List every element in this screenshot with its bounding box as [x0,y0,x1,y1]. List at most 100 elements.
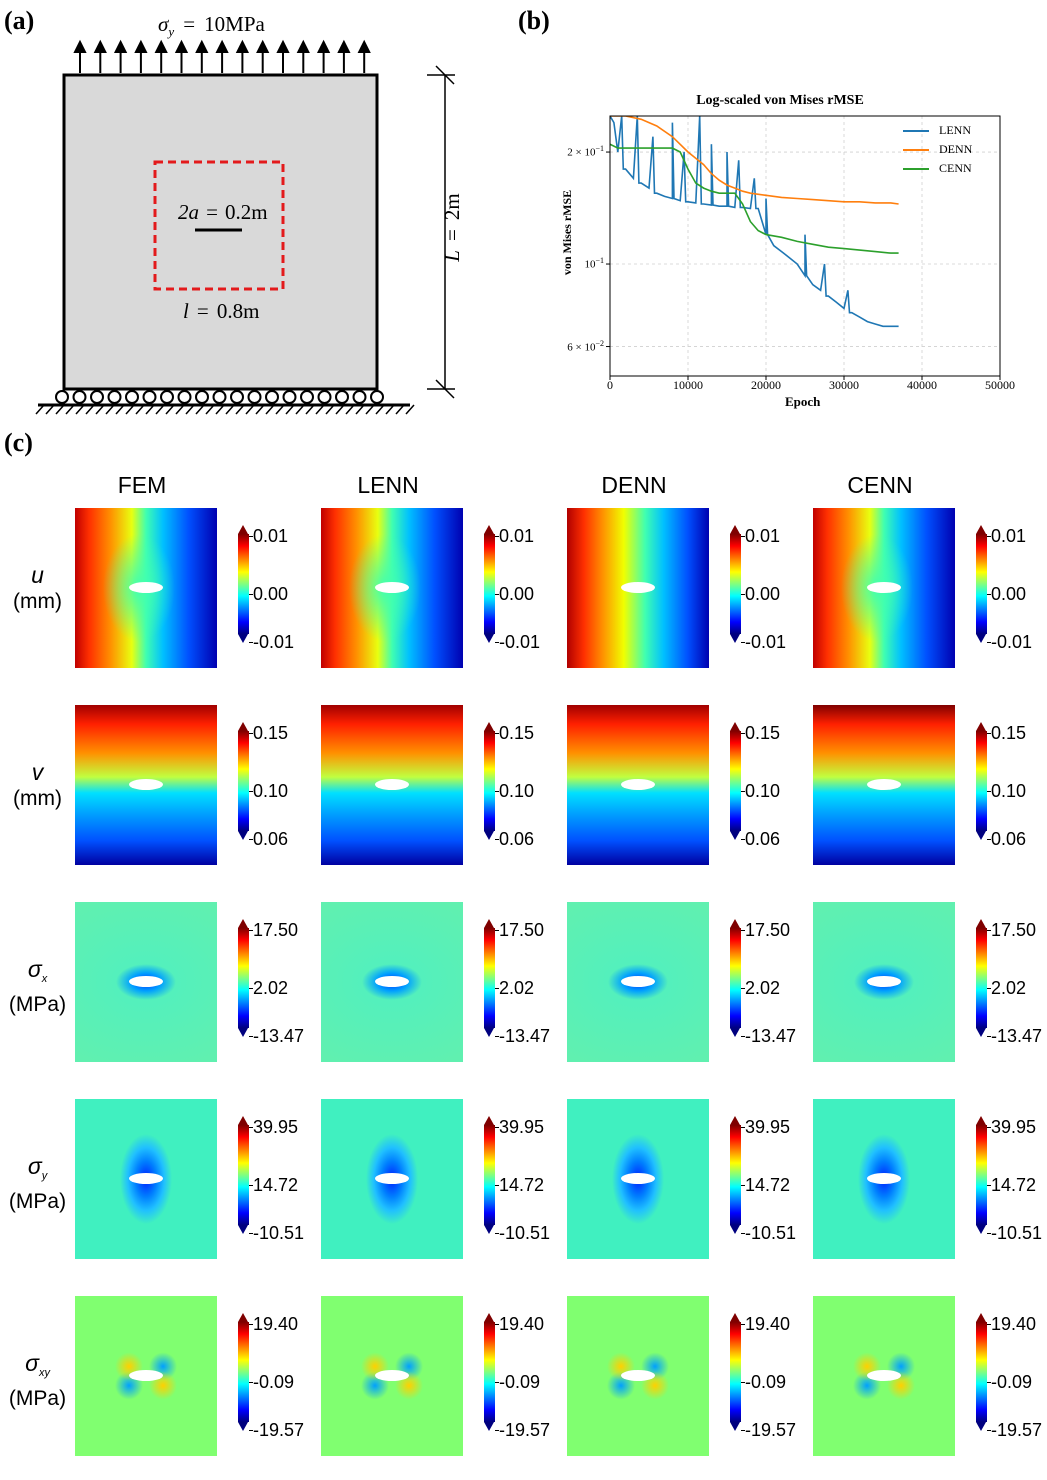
colorbar [484,1125,495,1225]
colorbar-extend-bottom [484,634,494,643]
colorbar-extend-top [730,525,740,534]
hatch-line [215,404,225,415]
crack-hole [375,976,409,987]
series-cenn [610,143,899,254]
colorbar-tick-label: 0.00 [745,584,781,604]
colorbar-extend-top [484,1116,494,1125]
series-line-lenn [610,116,899,328]
hatch-line [225,404,235,415]
colorbar-tick-mark [249,1430,253,1431]
colorbar-tick-label: 14.72 [745,1175,791,1195]
crack-hole [621,1173,655,1184]
crack-hole [375,779,409,790]
colorbar-tick-mark [741,642,745,643]
roller-circle [317,390,332,404]
colorbar-tick-mark [987,1185,991,1186]
colorbar-extend-bottom [484,1028,494,1037]
colorbar-tick-mark [495,1233,499,1234]
colorbar-tick-mark [987,1127,991,1128]
rmse-chart: Log-scaled von Mises rMSE von Mises rMSE… [525,85,1035,420]
colorbar-tick-mark [741,1324,745,1325]
colorbar-tick-label: -13.47 [991,1026,1043,1046]
colorbar-tick-mark [495,1127,499,1128]
hatch-line [185,404,195,415]
chart-x-label: Epoch [785,394,821,409]
row-label-sy: σy (MPa) [8,1153,67,1214]
roller-circle [55,390,69,404]
hatch-line [255,404,265,415]
colorbar-tick-label: 39.95 [253,1117,299,1137]
field-map-sy-fem [75,1099,217,1259]
field-map-sx-denn [567,902,709,1062]
column-header-fem: FEM [117,472,167,498]
colorbar-extend-bottom [976,1225,986,1234]
colorbar-tick-mark [741,1430,745,1431]
series-line-cenn [610,143,899,254]
colorbar [484,534,495,634]
field-map-v-lenn [321,705,463,865]
colorbar-tick-mark [741,1382,745,1383]
colorbar-extend-top [976,722,986,731]
colorbar-tick-label: -13.47 [745,1026,797,1046]
crack-hole [867,582,901,593]
colorbar-extend-bottom [730,634,740,643]
series-line-denn [610,116,899,205]
colorbar-tick-mark [741,1233,745,1234]
colorbar-extend-top [976,1313,986,1322]
colorbar-tick-label: -19.57 [991,1420,1043,1440]
colorbar-tick-label: 17.50 [253,920,299,940]
colorbar-tick-mark [249,988,253,989]
column-header-lenn: LENN [357,472,419,498]
colorbar [730,928,741,1028]
y-tick-label: 2 × 10−1 [567,144,604,159]
colorbar-tick-mark [987,988,991,989]
colorbar-tick-label: -0.09 [253,1372,295,1392]
hatch-line [125,404,135,415]
colorbar [730,1322,741,1422]
colorbar-extend-bottom [238,634,248,643]
colorbar-tick-mark [249,1382,253,1383]
field-map-sy-denn [567,1099,709,1259]
colorbar-extend-top [730,1313,740,1322]
colorbar-extend-top [730,1116,740,1125]
colorbar-tick-mark [249,733,253,734]
load-arrow-head [235,39,250,53]
colorbar-tick-label: 0.10 [499,781,535,801]
colorbar-tick-mark [987,1036,991,1037]
crack-hole [621,582,655,593]
colorbar-tick-mark [987,642,991,643]
colorbar-tick-mark [987,1382,991,1383]
hatch-line [335,404,345,415]
load-arrow-head [174,39,189,53]
colorbar-tick-label: 0.10 [745,781,781,801]
hatch-line [175,404,185,415]
colorbar-tick-label: -19.57 [745,1420,797,1440]
hatch-line [355,404,365,415]
colorbar-tick-label: 0.06 [253,829,289,849]
colorbar-tick-mark [249,1185,253,1186]
colorbar [238,731,249,831]
field-map-sy-cenn [813,1099,955,1259]
colorbar-tick-mark [495,733,499,734]
colorbar-tick-mark [495,1324,499,1325]
load-label: σy = 10MPa [158,12,265,40]
colorbar-extend-bottom [730,1225,740,1234]
colorbar-tick-mark [249,1233,253,1234]
crack-hole [375,1370,409,1381]
load-arrow-head [296,39,310,53]
colorbar-tick-mark [987,733,991,734]
crack-hole [129,976,163,987]
colorbar-extend-top [976,525,986,534]
hatch-line [205,404,215,415]
colorbar-tick-label: 0.00 [499,584,535,604]
colorbar-extend-bottom [730,831,740,840]
colorbar-tick-mark [741,1036,745,1037]
colorbar-tick-label: 0.15 [253,723,289,743]
hatch-line [365,404,375,415]
colorbar [976,731,987,831]
colorbar-tick-label: 0.01 [499,526,535,546]
crack-hole [867,1173,901,1184]
hatch-line [285,404,295,415]
colorbar [484,928,495,1028]
row-label-sxy: σxy (MPa) [8,1350,67,1411]
